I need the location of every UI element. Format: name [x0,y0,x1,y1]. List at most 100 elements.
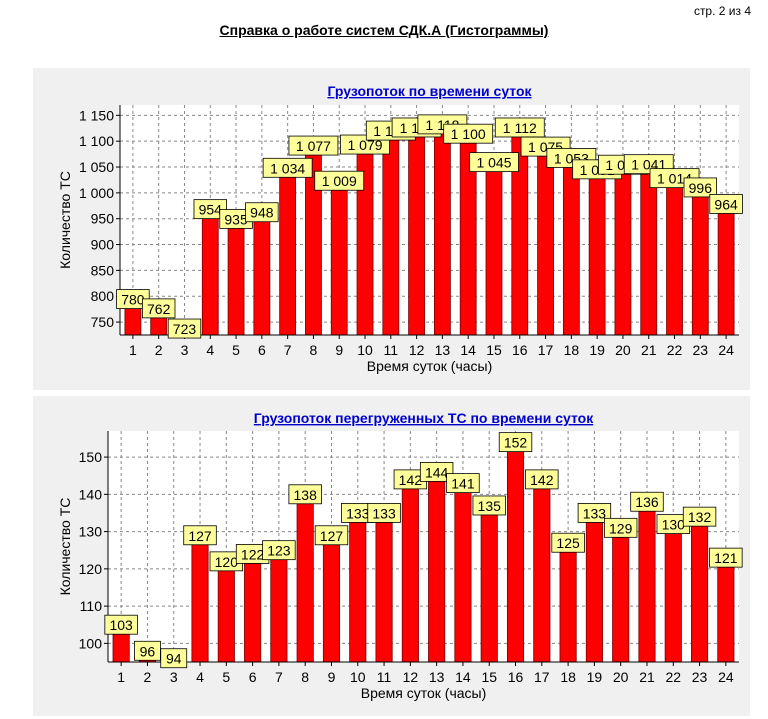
report-title: Справка о работе систем СДК.А (Гистограм… [219,22,549,38]
data-label-box [141,298,176,319]
chart-title: Грузопоток перегруженных ТС по времени с… [254,410,594,426]
data-label: 133 [583,505,607,521]
data-label: 103 [109,617,133,633]
bar-hour-4 [201,216,219,336]
data-label-box [262,157,313,178]
x-tick-label: 4 [206,342,214,358]
data-label: 142 [530,472,554,488]
bar-hour-5 [227,226,245,336]
data-label-box [183,525,217,546]
data-label: 1 077 [296,138,331,154]
x-tick-label: 8 [310,342,318,358]
data-label: 96 [140,643,156,659]
x-tick-label: 21 [639,669,655,685]
bar-hour-9 [330,187,348,336]
data-label-box [472,495,506,516]
bar-hour-6 [244,561,262,663]
bar-hour-20 [612,534,630,663]
x-tick-label: 8 [301,669,309,685]
data-label: 1 045 [476,155,511,171]
data-label: 948 [250,205,274,221]
y-tick-label: 120 [79,561,103,577]
bar-hour-22 [664,531,682,663]
y-tick-label: 800 [91,288,115,304]
chart-panel-overloaded-flow: Грузопоток перегруженных ТС по времени с… [33,396,750,716]
bar-hour-18 [562,165,580,336]
data-label-box [551,532,585,553]
x-tick-label: 12 [409,342,425,358]
bar-hour-1 [124,306,142,336]
y-tick-label: 1 150 [79,107,114,123]
data-label: 94 [166,651,182,667]
bar-hour-2 [150,315,168,336]
data-label-box [245,202,279,223]
y-tick-label: 850 [91,262,115,278]
x-tick-label: 19 [589,342,605,358]
bar-hour-7 [279,174,297,336]
x-tick-label: 13 [435,342,451,358]
data-label: 130 [662,517,686,533]
data-label-box [104,614,138,635]
data-label: 1 034 [270,160,305,176]
bar-hour-8 [296,501,314,663]
data-label: 133 [346,505,370,521]
bar-hour-19 [588,176,606,336]
data-label-box [494,117,545,138]
bar-hour-13 [434,131,451,336]
chart-overloaded-flow: Грузопоток перегруженных ТС по времени с… [57,410,743,701]
bar-hour-17 [533,486,551,663]
chart-title: Грузопоток по времени суток [327,83,532,99]
x-tick-label: 3 [170,669,178,685]
data-label-box [525,469,559,490]
bar-hour-15 [485,169,503,336]
x-tick-label: 15 [481,669,497,685]
chart-cargo-flow: Грузопоток по времени суток 750 800 850 900 9… [57,83,743,374]
bar-hour-6 [253,219,271,336]
bar-hour-23 [691,523,709,663]
x-tick-label: 18 [564,342,580,358]
data-label: 954 [199,202,223,218]
data-label: 132 [688,509,712,525]
data-label: 1 079 [347,137,382,153]
data-label: 136 [635,494,659,510]
x-tick-label: 11 [377,669,392,685]
x-tick-label: 14 [455,669,471,685]
data-label-box [314,170,365,191]
y-tick-label: 130 [79,524,103,540]
x-tick-label: 18 [560,669,576,685]
data-label: 142 [399,472,423,488]
x-tick-label: 7 [284,342,292,358]
y-axis-label: Количество ТС [57,498,73,596]
data-label-box [630,491,664,512]
bar-hour-22 [666,185,683,336]
data-label-box [167,318,202,339]
x-tick-label: 22 [667,342,683,358]
bar-hour-24 [717,211,735,336]
x-tick-label: 23 [692,669,708,685]
data-label: 125 [556,535,580,551]
x-tick-label: 24 [718,342,734,358]
x-axis-label: Время суток (часы) [367,358,493,374]
x-tick-label: 13 [429,669,445,685]
bar-hour-7 [270,557,288,663]
bar-hour-15 [480,512,498,663]
y-tick-label: 900 [91,237,115,253]
x-tick-label: 19 [587,669,603,685]
chart-panel-cargo-flow: Грузопоток по времени суток 750 800 850 900 9… [33,68,750,390]
x-tick-label: 10 [350,669,366,685]
bar-hour-19 [585,520,603,663]
data-label: 138 [294,487,318,503]
x-tick-label: 17 [534,669,550,685]
data-label-box [160,648,188,669]
data-label: 133 [372,505,396,521]
x-tick-label: 2 [144,669,152,685]
x-tick-label: 14 [460,342,476,358]
data-label-box [709,547,743,568]
bar-hour-9 [322,542,341,663]
x-tick-label: 9 [328,669,336,685]
bar-hour-12 [401,486,419,663]
data-label: 141 [451,476,475,492]
data-label: 1 100 [451,126,486,142]
x-tick-label: 9 [335,342,343,358]
data-label-box [419,462,454,482]
